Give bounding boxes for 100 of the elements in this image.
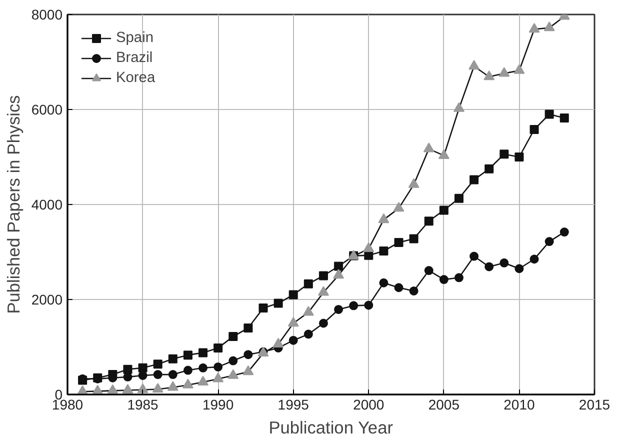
legend-label: Korea [116,70,156,86]
point [123,364,132,374]
point [138,371,148,380]
point [439,275,448,284]
point [152,383,164,393]
y-axis-title: Published Papers in Physics [3,94,24,314]
point [288,316,299,327]
point [528,22,540,33]
x-tick-label: 1990 [202,396,234,412]
point [214,362,223,372]
point [560,114,569,123]
point [408,178,420,188]
point [468,60,480,70]
point [453,102,464,112]
point [302,306,314,316]
y-tick-label: 4000 [31,196,63,212]
point [409,234,418,244]
point [364,300,374,310]
point [393,202,404,212]
point [214,343,223,352]
point [363,242,374,252]
point [274,298,283,308]
point [183,350,192,360]
point [530,124,539,134]
point [438,149,450,159]
point [544,22,555,32]
point [498,67,510,77]
point [167,381,178,391]
point [379,246,388,256]
y-tick-label: 2000 [31,292,63,308]
point [318,286,329,296]
point [530,254,539,264]
point [272,338,284,348]
point [394,283,404,292]
point [228,356,238,366]
point [424,216,434,226]
point [304,330,313,339]
point [244,350,253,360]
point [244,324,253,332]
point [439,206,448,215]
x-tick-label: 1985 [127,396,159,412]
point [122,384,134,394]
point [183,366,192,375]
point [514,64,525,74]
point [153,360,162,369]
point [454,194,464,203]
point [394,238,404,247]
point [288,336,298,345]
point [288,290,298,300]
point [500,258,509,268]
point [544,237,554,246]
x-tick-label: 2015 [578,396,610,412]
point [484,164,494,174]
x-axis-title: Publication Year [268,418,394,438]
point [137,383,148,394]
point [198,348,208,358]
point [168,370,178,380]
point [333,269,344,279]
point [228,332,238,342]
x-tick-label: 2000 [353,396,384,412]
point [182,378,194,388]
y-tick-label: 6000 [31,102,63,118]
point [258,304,268,313]
point [334,304,344,314]
point [470,175,479,184]
point [318,271,328,280]
point [484,70,495,80]
point [228,369,239,379]
point [138,363,148,372]
point [424,266,434,276]
point [544,110,554,119]
legend-label: Brazil [116,50,153,66]
point [470,252,479,261]
point [349,301,358,310]
point [318,318,328,328]
point [454,273,464,282]
point [409,286,418,296]
point [92,384,104,394]
point [514,264,524,274]
point [304,279,313,288]
point [379,278,388,288]
point [198,363,208,372]
point [514,152,524,162]
point [560,228,569,237]
x-tick-label: 2010 [504,396,535,412]
point [484,262,494,272]
x-tick-label: 2005 [428,396,460,412]
point [198,376,209,386]
legend-label: Spain [116,30,154,46]
point [378,213,390,224]
x-tick-label: 1995 [278,396,310,412]
point [212,372,224,382]
point [500,150,509,159]
point [423,142,434,152]
point [153,370,162,380]
point [168,354,178,364]
point [242,365,254,376]
y-tick-label: 8000 [31,6,63,22]
point [107,384,118,394]
point [334,262,344,271]
